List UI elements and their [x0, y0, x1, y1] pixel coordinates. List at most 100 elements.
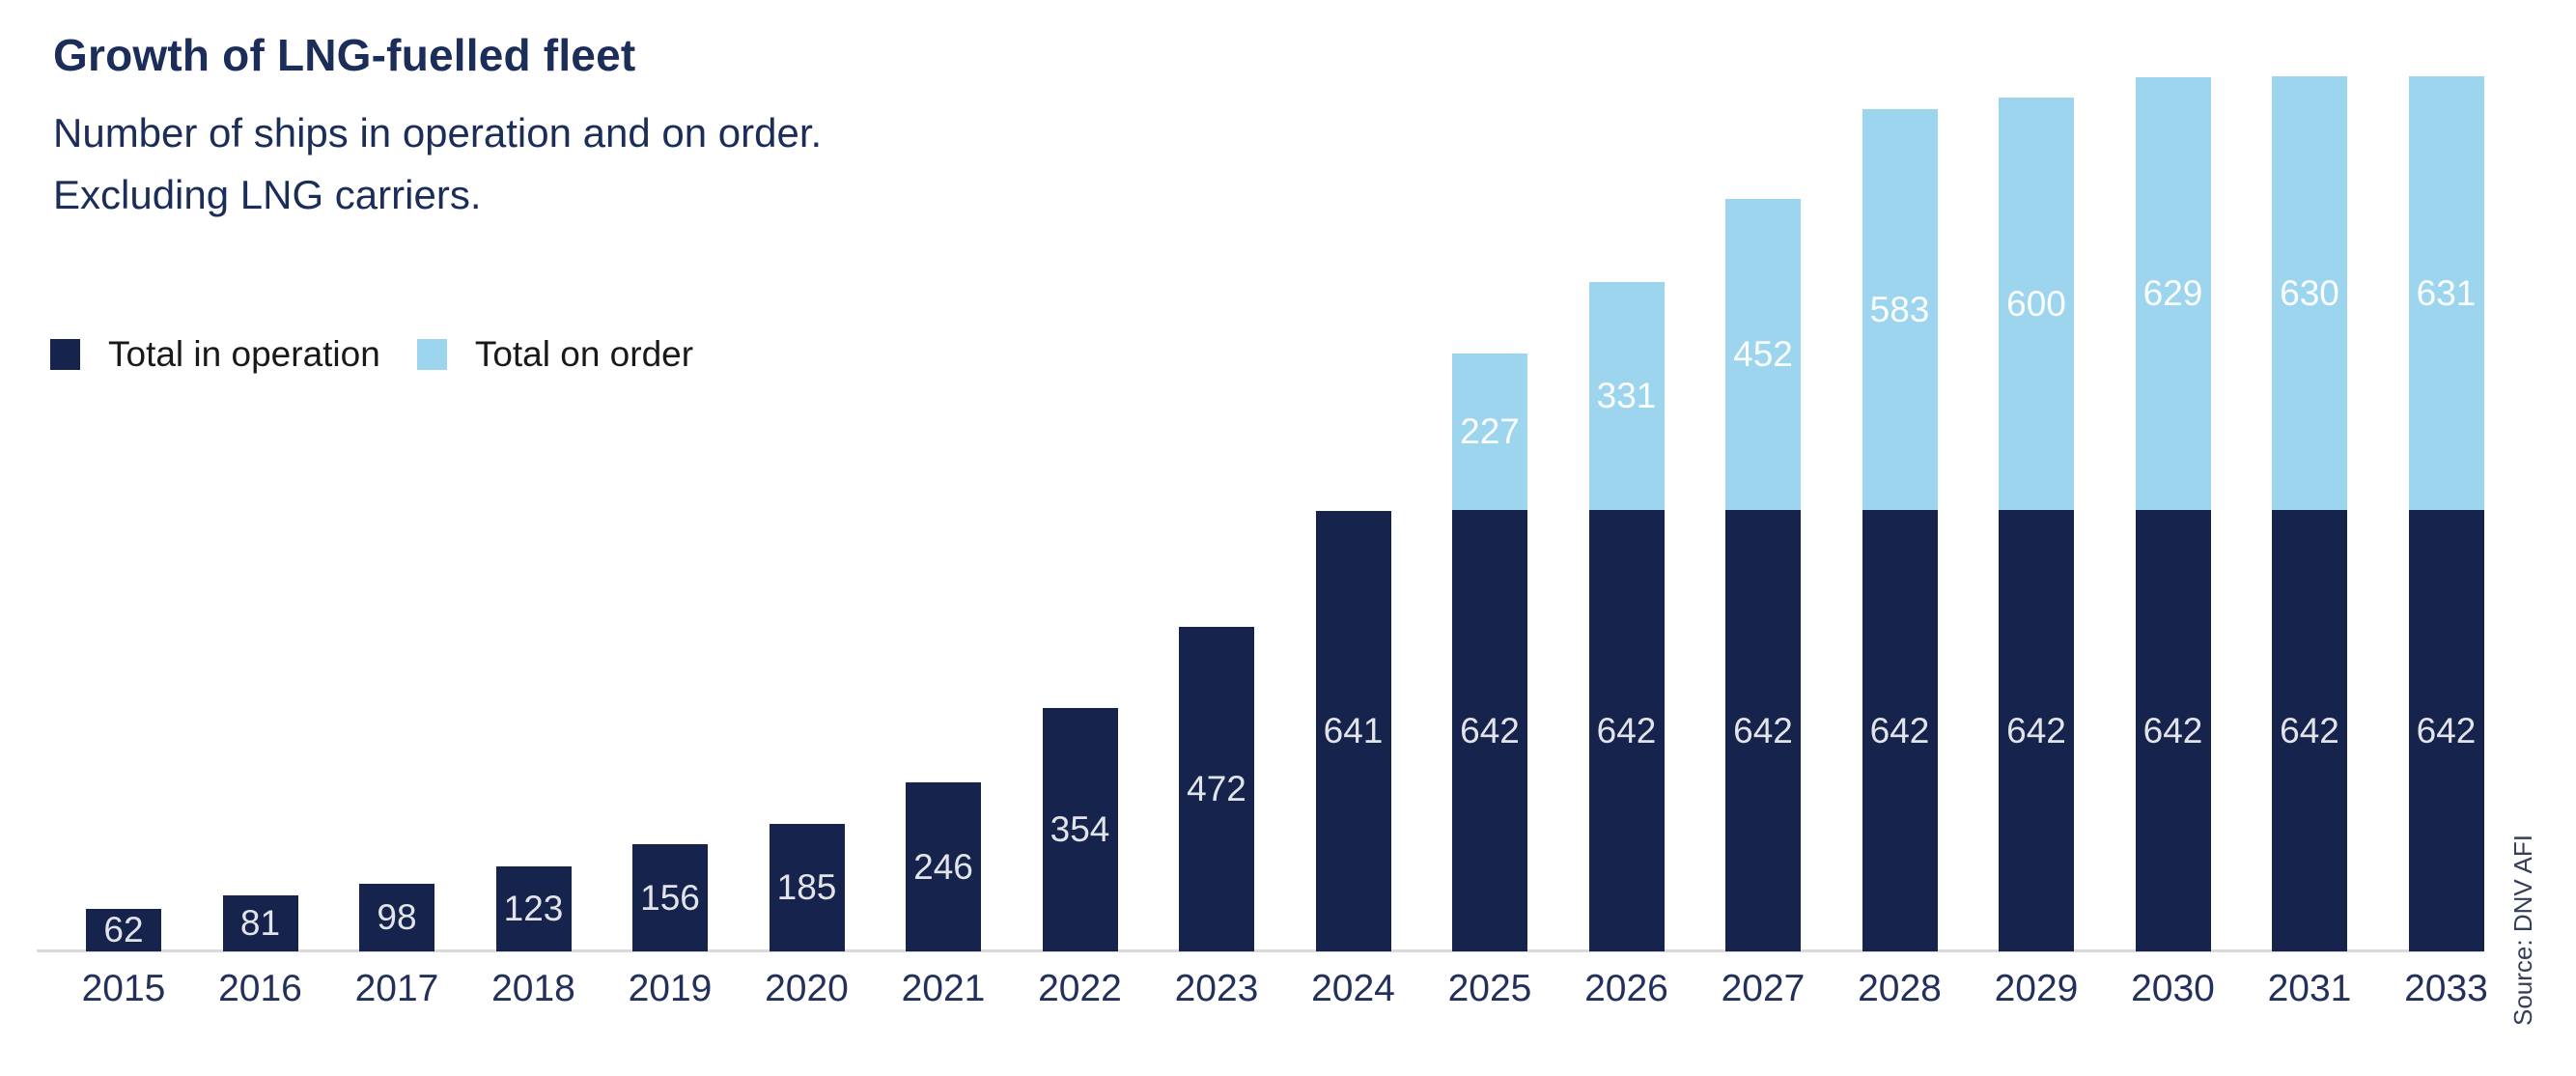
bar-2030: 629 642	[2135, 77, 2211, 951]
bar-2025: 227 642	[1452, 354, 1527, 951]
bar-segment-in-operation: 642	[1725, 510, 1801, 951]
bar-2021: 246	[906, 782, 981, 951]
bar-2031: 630 642	[2272, 76, 2347, 951]
bar-segment-on-order: 600	[1999, 98, 2074, 510]
bar-segment-in-operation: 123	[495, 866, 572, 951]
bar-value-label-on-order: 631	[2416, 272, 2477, 313]
x-tick-label-2029: 2029	[1994, 968, 2079, 1009]
bar-2028: 583 642	[1862, 109, 1938, 951]
bar-value-label-in-operation: 354	[1050, 809, 1110, 849]
bar-segment-in-operation: 642	[1999, 510, 2074, 951]
bar-value-label-in-operation: 642	[2280, 710, 2339, 750]
legend-item-on-order: Total on order	[416, 334, 694, 375]
chart-subtitle-line2: Excluding LNG carriers.	[53, 172, 482, 217]
x-tick-label-2017: 2017	[354, 968, 439, 1009]
x-tick-label-2018: 2018	[491, 968, 575, 1009]
bar-segment-in-operation: 642	[2135, 510, 2211, 951]
bar-segment-on-order: 331	[1588, 282, 1665, 510]
bar-value-label-in-operation: 642	[1460, 710, 1520, 750]
bar-value-label-on-order: 630	[2280, 272, 2339, 313]
bar-value-label-in-operation: 642	[2142, 710, 2203, 750]
x-tick-label-2030: 2030	[2131, 968, 2215, 1009]
bar-2024: 641	[1315, 511, 1391, 951]
bar-segment-in-operation: 642	[2408, 510, 2484, 951]
bar-2018: 123	[495, 866, 572, 951]
bar-2017: 98	[359, 884, 434, 951]
bar-2016: 81	[222, 895, 298, 951]
bar-value-label-in-operation: 642	[1869, 710, 1930, 750]
legend-swatch-icon	[50, 339, 80, 370]
bar-value-label-in-operation: 642	[1596, 710, 1657, 750]
bar-segment-on-order: 629	[2135, 77, 2211, 510]
bar-value-label-in-operation: 642	[1733, 710, 1793, 750]
source-label: Source: DNV AFI	[2508, 835, 2537, 1026]
bar-segment-in-operation: 642	[2272, 510, 2347, 951]
x-tick-label-2021: 2021	[901, 968, 986, 1009]
bar-2020: 185	[769, 824, 845, 951]
chart-header: Growth of LNG-fuelled fleet Number of sh…	[53, 29, 822, 226]
bar-segment-on-order: 452	[1725, 199, 1801, 510]
x-tick-label-2022: 2022	[1038, 968, 1122, 1009]
bar-2026: 331 642	[1588, 282, 1665, 951]
bar-2015: 62	[86, 909, 161, 951]
bar-segment-in-operation: 472	[1179, 627, 1254, 951]
bar-segment-on-order: 227	[1452, 354, 1527, 510]
x-tick-label-2028: 2028	[1858, 968, 1942, 1009]
bar-2033: 631 642	[2408, 76, 2484, 951]
bar-value-label-in-operation: 642	[2416, 710, 2477, 750]
legend-swatch-icon	[416, 339, 447, 370]
bar-value-label-on-order: 600	[2006, 283, 2066, 324]
bar-segment-in-operation: 354	[1042, 708, 1118, 951]
bar-value-label-in-operation: 641	[1323, 711, 1384, 750]
x-tick-label-2023: 2023	[1174, 968, 1259, 1009]
bar-value-label-on-order: 452	[1733, 334, 1793, 374]
legend: Total in operation Total on order	[50, 334, 693, 375]
bar-segment-in-operation: 641	[1315, 511, 1391, 951]
chart-subtitle-line1: Number of ships in operation and on orde…	[53, 110, 823, 156]
bar-2022: 354	[1042, 708, 1118, 951]
chart-title: Growth of LNG-fuelled fleet	[53, 30, 636, 80]
x-axis-line	[37, 949, 2483, 952]
bar-value-label-on-order: 583	[1869, 289, 1930, 329]
bar-segment-on-order: 630	[2272, 76, 2347, 510]
bar-value-label-on-order: 331	[1596, 376, 1657, 415]
bar-segment-on-order: 583	[1862, 109, 1938, 510]
bar-segment-in-operation: 62	[86, 909, 161, 951]
legend-item-in-operation: Total in operation	[50, 334, 380, 375]
bar-value-label-in-operation: 642	[2006, 710, 2066, 750]
x-tick-label-2024: 2024	[1311, 968, 1395, 1009]
x-tick-label-2019: 2019	[628, 968, 713, 1009]
chart-subtitle: Number of ships in operation and on orde…	[53, 102, 822, 226]
x-tick-label-2016: 2016	[218, 968, 302, 1009]
x-tick-label-2027: 2027	[1721, 968, 1806, 1009]
bar-segment-in-operation: 81	[222, 895, 298, 951]
x-tick-label-2033: 2033	[2404, 968, 2488, 1009]
bar-segment-in-operation: 156	[632, 844, 708, 951]
bar-segment-on-order: 631	[2408, 76, 2484, 510]
bar-value-label-in-operation: 81	[239, 903, 281, 943]
bar-segment-in-operation: 642	[1588, 510, 1665, 951]
legend-label: Total on order	[474, 334, 694, 374]
legend-label: Total in operation	[108, 334, 380, 374]
bar-segment-in-operation: 246	[906, 782, 981, 951]
bar-value-label-on-order: 227	[1460, 411, 1520, 451]
bar-segment-in-operation: 642	[1452, 510, 1527, 951]
bar-2027: 452 642	[1725, 199, 1801, 951]
bar-value-label-on-order: 629	[2142, 273, 2203, 313]
bar-value-label-in-operation: 246	[913, 846, 973, 887]
bar-2029: 600 642	[1999, 98, 2074, 951]
x-tick-label-2020: 2020	[765, 968, 849, 1009]
x-tick-label-2025: 2025	[1447, 968, 1532, 1009]
bar-value-label-in-operation: 98	[377, 897, 417, 937]
bar-value-label-in-operation: 472	[1187, 769, 1246, 808]
x-tick-label-2026: 2026	[1584, 968, 1668, 1009]
bar-value-label-in-operation: 123	[503, 889, 564, 928]
bar-value-label-in-operation: 185	[776, 867, 837, 907]
bar-2019: 156	[632, 844, 708, 951]
bar-segment-in-operation: 98	[359, 884, 434, 951]
x-tick-label-2031: 2031	[2267, 968, 2352, 1009]
bar-value-label-in-operation: 156	[640, 877, 700, 918]
bar-value-label-in-operation: 62	[103, 910, 144, 949]
